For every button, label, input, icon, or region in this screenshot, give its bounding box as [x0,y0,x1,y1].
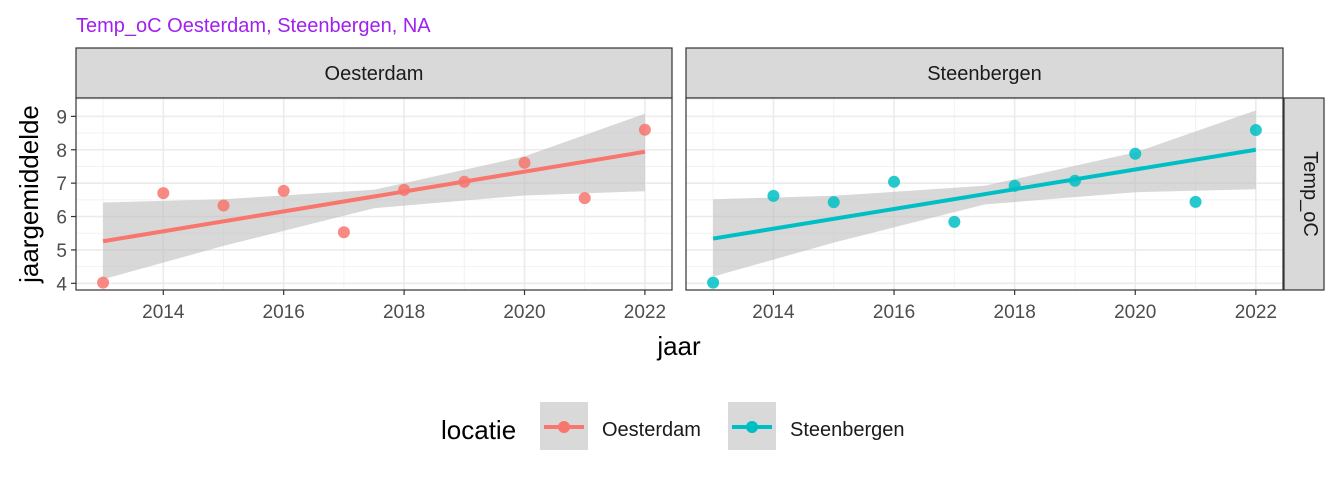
point-steenbergen-2015 [827,196,840,209]
x-tick-label: 2022 [1235,302,1277,323]
legend-item-oesterdam: Oesterdam [540,402,701,450]
x-tick-label: 2020 [1114,302,1156,323]
point-steenbergen-2017 [948,215,961,228]
legend: locatie Oesterdam Steenbergen [441,402,905,450]
x-tick-label: 2018 [994,302,1036,323]
point-oesterdam-2020 [518,156,531,169]
point-steenbergen-2021 [1189,195,1202,208]
point-oesterdam-2014 [157,187,170,200]
y-tick-label: 7 [56,174,67,195]
point-oesterdam-2016 [277,184,290,197]
legend-item-steenbergen: Steenbergen [728,402,905,450]
point-steenbergen-2020 [1129,147,1142,160]
legend-point-oesterdam [558,421,570,433]
x-axis-title: jaar [656,331,701,361]
x-tick-label: 2020 [503,302,545,323]
point-steenbergen-2018 [1008,179,1021,192]
trend-line-oesterdam [102,149,646,244]
y-tick-label: 4 [56,274,67,295]
x-tick-label: 2014 [142,302,185,323]
point-oesterdam-2017 [337,226,350,239]
point-steenbergen-2019 [1068,174,1081,187]
strip-label-oesterdam: Oesterdam [325,63,424,85]
point-oesterdam-2019 [458,175,471,188]
point-steenbergen-2013 [707,276,720,289]
point-oesterdam-2015 [217,199,230,212]
x-tick-label: 2022 [624,302,666,323]
strip-steenbergen [685,47,1284,99]
panel-border-steenbergen [685,97,1284,291]
y-tick-label: 8 [56,141,67,162]
point-steenbergen-2014 [767,189,780,202]
panel-oesterdam: Oesterdam 2014 2016 2018 2020 2022 4 5 6 7 8 9 [56,47,673,323]
panel-steenbergen: Steenbergen 2014 2016 2018 2020 2022 [685,47,1284,323]
strip-right-box [1283,97,1325,291]
x-tick-label: 2014 [752,302,795,323]
point-oesterdam-2022 [638,123,651,136]
y-tick-label: 9 [56,107,67,128]
point-steenbergen-2022 [1249,124,1262,137]
point-steenbergen-2016 [888,175,901,188]
legend-title: locatie [441,415,516,445]
legend-label-oesterdam: Oesterdam [602,419,701,441]
y-tick-label: 6 [56,208,67,229]
point-oesterdam-2021 [578,192,591,205]
y-tick-label: 5 [56,241,67,262]
strip-label-steenbergen: Steenbergen [927,63,1042,85]
panel-border-oesterdam [75,97,673,291]
point-oesterdam-2018 [398,183,411,196]
x-tick-label: 2018 [383,302,425,323]
legend-point-steenbergen [746,421,758,433]
panels: Oesterdam 2014 2016 2018 2020 2022 4 5 6 7 8 9 Steen… [56,47,1284,323]
point-oesterdam-2013 [97,276,110,289]
legend-label-steenbergen: Steenbergen [790,419,905,441]
trend-line-steenbergen [712,147,1257,241]
strip-oesterdam [75,47,673,99]
x-tick-label: 2016 [263,302,305,323]
y-axis-title: jaargemiddelde [14,105,44,284]
strip-right: Temp_oC [1283,97,1325,291]
chart-title: Temp_oC Oesterdam, Steenbergen, NA [76,15,431,37]
x-tick-label: 2016 [873,302,915,323]
strip-right-label: Temp_oC [1299,151,1321,237]
